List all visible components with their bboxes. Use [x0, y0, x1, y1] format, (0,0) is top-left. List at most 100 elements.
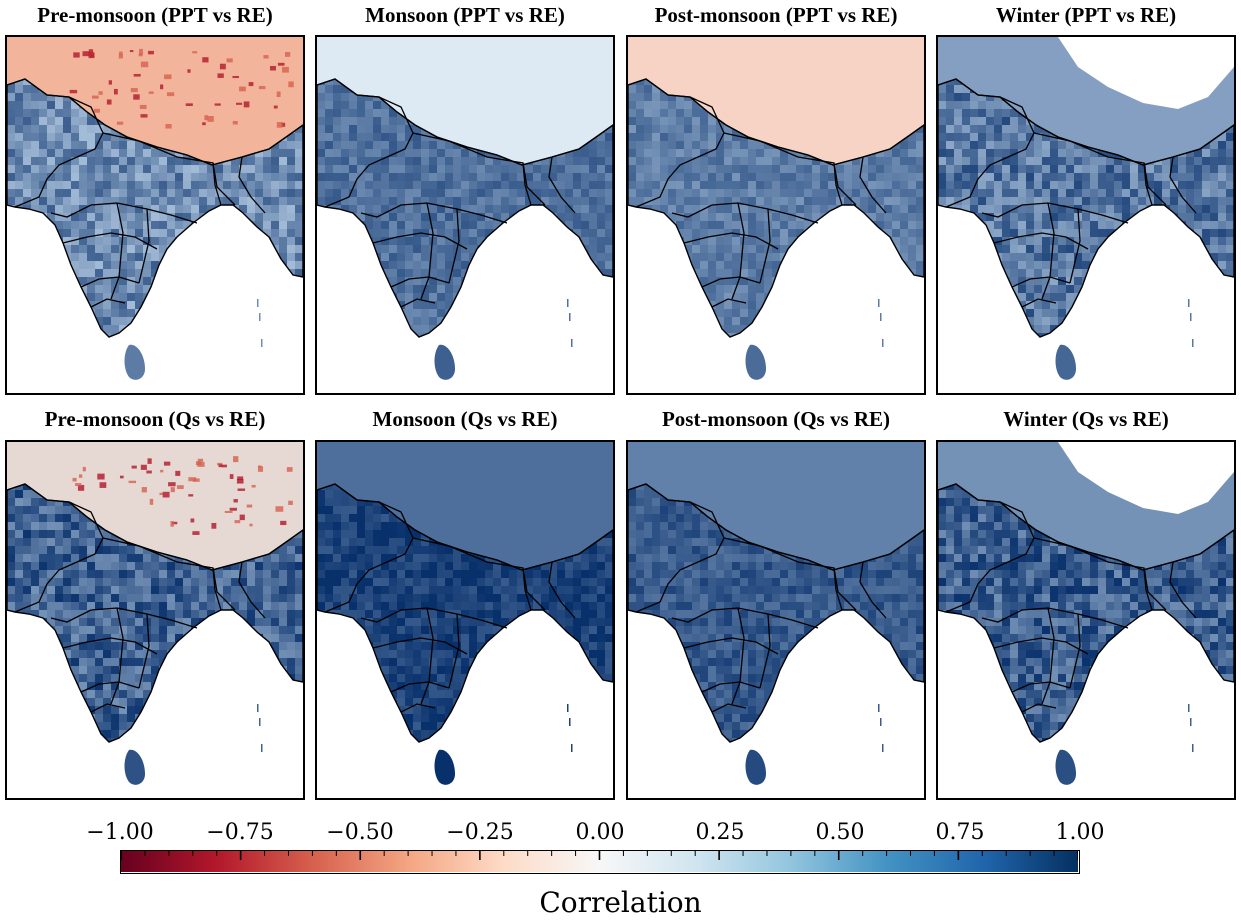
map-panel-5	[5, 440, 305, 800]
state-border	[1069, 208, 1081, 284]
map-panel-7	[626, 440, 926, 800]
negative-correlation-patch	[211, 522, 217, 529]
negative-correlation-patch	[92, 95, 99, 99]
map-panel-2	[315, 35, 615, 395]
state-border	[1021, 298, 1057, 308]
map-panel-3	[626, 35, 926, 395]
negative-correlation-patch	[185, 103, 193, 106]
negative-correlation-patch	[141, 487, 147, 493]
negative-correlation-patch	[82, 51, 90, 57]
island	[1190, 313, 1192, 321]
negative-correlation-patch	[133, 73, 141, 77]
island	[880, 313, 882, 321]
map-svg-2	[317, 37, 613, 380]
state-border	[1041, 607, 1055, 705]
state-border	[448, 208, 460, 284]
negative-correlation-patch	[170, 521, 174, 527]
coastline	[938, 78, 1234, 338]
island	[571, 744, 573, 752]
panel-title-4: Winter (PPT vs RE)	[995, 3, 1177, 27]
panel-title-6: Monsoon (Qs vs RE)	[372, 407, 558, 431]
colorbar	[120, 850, 1080, 874]
negative-correlation-patch	[288, 81, 294, 88]
state-border	[711, 703, 747, 713]
sri-lanka	[434, 749, 455, 785]
state-border	[759, 208, 771, 284]
negative-correlation-patch	[192, 478, 200, 482]
state-border	[138, 613, 150, 689]
state-border	[400, 703, 436, 713]
negative-correlation-patch	[237, 488, 246, 491]
negative-correlation-patch	[118, 54, 123, 59]
colorbar-tick-label: 0.75	[935, 820, 985, 845]
island	[878, 299, 880, 307]
island	[567, 704, 569, 712]
negative-correlation-patch	[224, 510, 233, 514]
state-border	[90, 703, 126, 713]
map-svg-1	[7, 37, 303, 380]
state-border	[859, 561, 887, 619]
negative-correlation-patch	[171, 521, 178, 525]
negative-correlation-patch	[162, 491, 170, 498]
island	[1188, 704, 1190, 712]
colorbar-tick-label: 0.25	[695, 820, 745, 845]
negative-correlation-patch	[82, 466, 86, 472]
negative-correlation-patch	[281, 122, 286, 127]
state-border	[711, 298, 747, 308]
negative-correlation-patch	[170, 487, 175, 493]
state-border	[945, 96, 1035, 208]
negative-correlation-patch	[188, 494, 194, 497]
state-border	[324, 96, 414, 208]
negative-correlation-patch	[258, 86, 266, 90]
negative-correlation-patch	[138, 53, 143, 57]
negative-correlation-patch	[273, 105, 278, 109]
negative-correlation-patch	[239, 514, 245, 521]
negative-correlation-patch	[188, 477, 197, 482]
negative-correlation-patch	[88, 52, 95, 59]
coastline	[628, 78, 924, 338]
negative-correlation-patch	[176, 485, 184, 489]
state-border	[138, 208, 150, 284]
negative-correlation-patch	[237, 476, 244, 481]
negative-correlation-patch	[219, 63, 226, 70]
negative-correlation-patch	[263, 55, 269, 59]
negative-correlation-patch	[149, 498, 154, 505]
state-border	[212, 567, 222, 611]
negative-correlation-patch	[160, 469, 164, 473]
himalaya-region	[628, 37, 924, 165]
state-border	[62, 637, 158, 655]
map-svg-3	[628, 37, 924, 380]
island	[569, 718, 571, 726]
negative-correlation-patch	[233, 456, 239, 463]
state-border	[212, 162, 222, 206]
negative-correlation-patch	[163, 461, 171, 466]
negative-correlation-patch	[119, 475, 124, 479]
negative-correlation-patch	[98, 91, 103, 95]
state-border	[548, 156, 576, 214]
negative-correlation-patch	[248, 82, 254, 87]
negative-correlation-patch	[140, 464, 147, 470]
negative-correlation-patch	[108, 80, 112, 85]
negative-correlation-patch	[148, 91, 154, 94]
state-border	[1021, 703, 1057, 713]
state-border	[1169, 156, 1197, 214]
state-border	[522, 567, 532, 611]
state-border	[80, 276, 140, 288]
himalaya-region	[317, 37, 613, 165]
negative-correlation-patch	[69, 89, 78, 94]
island	[1192, 744, 1194, 752]
state-border	[324, 501, 414, 613]
state-border	[1011, 276, 1071, 288]
negative-correlation-patch	[246, 504, 253, 508]
state-border	[522, 162, 532, 206]
negative-correlation-patch	[218, 464, 223, 468]
negative-correlation-patch	[204, 115, 209, 121]
negative-correlation-patch	[221, 464, 227, 468]
panel-title-1: Pre-monsoon (PPT vs RE)	[37, 3, 273, 27]
state-border	[372, 637, 468, 655]
state-border	[390, 681, 450, 693]
negative-correlation-patch	[257, 466, 264, 472]
negative-correlation-patch	[236, 102, 243, 105]
state-border	[635, 96, 725, 208]
coastline	[317, 78, 613, 338]
